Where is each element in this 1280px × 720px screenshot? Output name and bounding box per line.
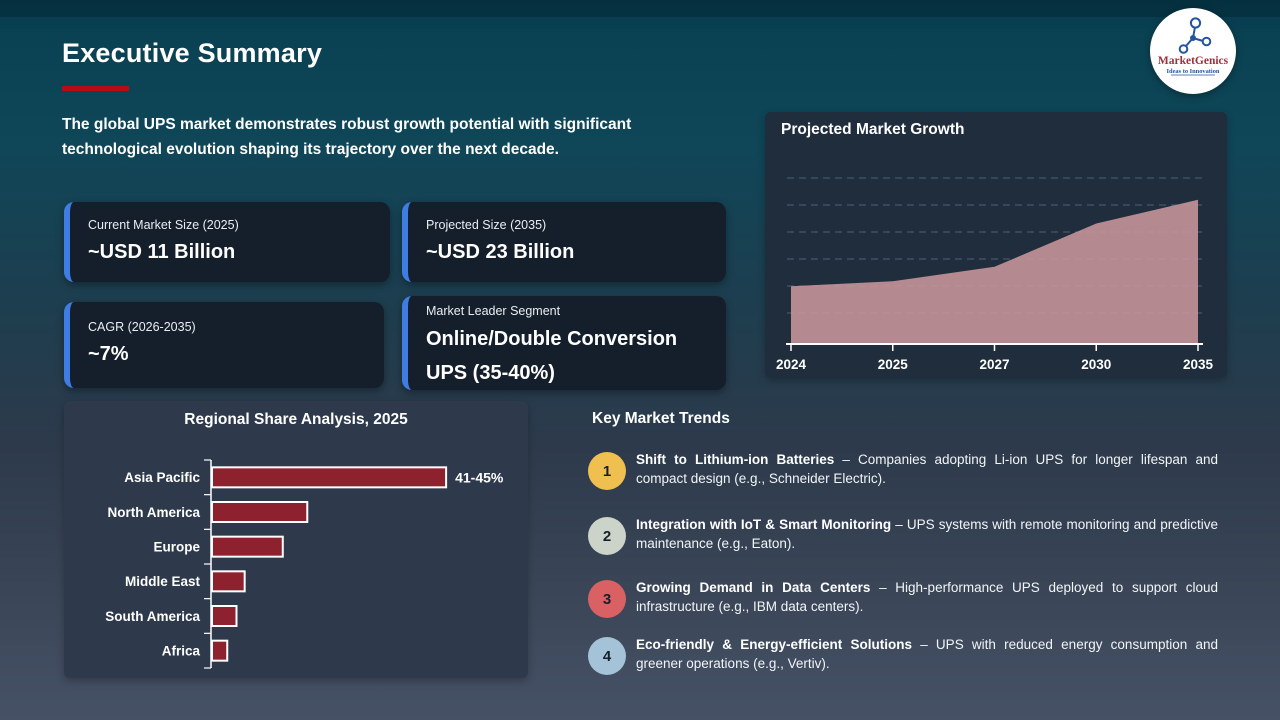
projected-market-growth-panel: Projected Market Growth 2024 2025 2027 2030…: [765, 112, 1227, 378]
regional-share-panel: Regional Share Analysis, 2025 Asia Pacif…: [64, 401, 528, 678]
regional-bar-chart: Asia Pacific 41-45% North America Europe Mid…: [105, 459, 504, 669]
x-tick-label: 2030: [1081, 357, 1111, 372]
stat-label: Projected Size (2035): [426, 218, 547, 232]
logo-svg: MarketGenics Ideas to Innovation: [1158, 17, 1229, 76]
trend-title: Integration with IoT & Smart Monitoring: [636, 517, 892, 532]
trend-number-badge: 2: [588, 517, 626, 555]
stat-value: ~USD 23 Billion: [426, 241, 575, 263]
area-series: [791, 199, 1198, 344]
trend-text: Eco-friendly & Energy-efficient Solution…: [636, 635, 1218, 673]
trend-number-badge: 4: [588, 637, 626, 675]
molecule-icon: [1178, 17, 1212, 54]
regional-chart-title: Regional Share Analysis, 2025: [184, 411, 408, 428]
trends-title: Key Market Trends: [592, 410, 730, 427]
stat-value: ~USD 11 Billion: [88, 241, 236, 263]
trend-description: – Companies adopting Li-ion UPS for long…: [636, 452, 1218, 487]
category-label: North America: [107, 505, 200, 520]
trend-number-badge: 3: [588, 580, 626, 618]
intro-text: The global UPS market demonstrates robus…: [62, 116, 632, 159]
stat-label: CAGR (2026-2035): [88, 320, 196, 334]
trend-title: Shift to Lithium-ion Batteries: [636, 452, 835, 467]
logo-tagline: Ideas to Innovation: [1167, 68, 1220, 75]
stat-value: Online/Double Conversion UPS (35-40%): [426, 328, 678, 384]
x-tick-label: 2024: [776, 357, 807, 372]
stat-card-projected-size: Projected Size (2035) ~USD 23 Billion: [402, 202, 726, 282]
title-underline: [62, 86, 129, 91]
category-label: Asia Pacific: [124, 470, 200, 485]
trend-text: Growing Demand in Data Centers – High-pe…: [636, 578, 1218, 616]
stat-card-current-market-size: Current Market Size (2025) ~USD 11 Billi…: [64, 202, 390, 282]
growth-chart-title: Projected Market Growth: [781, 121, 965, 138]
bar-africa: [211, 639, 229, 662]
trend-item-3: 3 Growing Demand in Data Centers – High-p…: [588, 578, 1218, 618]
x-tick-label: 2027: [979, 357, 1009, 372]
trend-description: – High-performance UPS deployed to suppo…: [636, 580, 1218, 615]
trend-description: – UPS with reduced energy consumption an…: [636, 637, 1218, 672]
stat-card-market-leader-segment: Market Leader Segment Online/Double Conv…: [402, 296, 726, 390]
trend-item-1: 1 Shift to Lithium-ion Batteries – Compan…: [588, 450, 1218, 490]
marketgenics-logo: MarketGenics Ideas to Innovation: [1150, 8, 1236, 94]
bar-europe: [211, 535, 284, 558]
trend-title: Growing Demand in Data Centers: [636, 580, 871, 595]
logo-name: MarketGenics: [1158, 55, 1229, 67]
bar-south-america: [211, 605, 238, 627]
trend-item-2: 2 Integration with IoT & Smart Monitoring…: [588, 515, 1218, 555]
stat-card-cagr: CAGR (2026-2035) ~7%: [64, 302, 384, 388]
stat-value: ~7%: [88, 343, 129, 365]
trend-item-4: 4 Eco-friendly & Energy-efficient Solutio…: [588, 635, 1218, 675]
x-tick-label: 2035: [1183, 357, 1214, 372]
key-market-trends-section: Key Market Trends 1 Shift to Lithium-ion …: [588, 410, 1228, 685]
trend-text: Integration with IoT & Smart Monitoring …: [636, 515, 1218, 553]
category-label: South America: [105, 609, 200, 624]
category-label: Europe: [153, 539, 200, 554]
stat-label: Current Market Size (2025): [88, 218, 239, 232]
category-label: Africa: [162, 643, 201, 658]
stat-label: Market Leader Segment: [426, 304, 561, 318]
x-tick-label: 2025: [878, 357, 909, 372]
page-title: Executive Summary: [62, 38, 323, 68]
trend-title: Eco-friendly & Energy-efficient Solution…: [636, 637, 912, 652]
data-label: 41-45%: [455, 469, 504, 485]
bar-middle-east: [211, 570, 246, 593]
category-label: Middle East: [125, 574, 201, 589]
trend-number-badge: 1: [588, 452, 626, 490]
bar-north-america: [211, 501, 309, 523]
growth-area-chart: 2024 2025 2027 2030 2035: [776, 177, 1214, 372]
top-accent-band: [0, 0, 1280, 17]
trend-text: Shift to Lithium-ion Batteries – Compani…: [636, 450, 1218, 488]
trend-description: – UPS systems with remote monitoring and…: [636, 517, 1218, 552]
bar-asia-pacific: [211, 466, 448, 489]
